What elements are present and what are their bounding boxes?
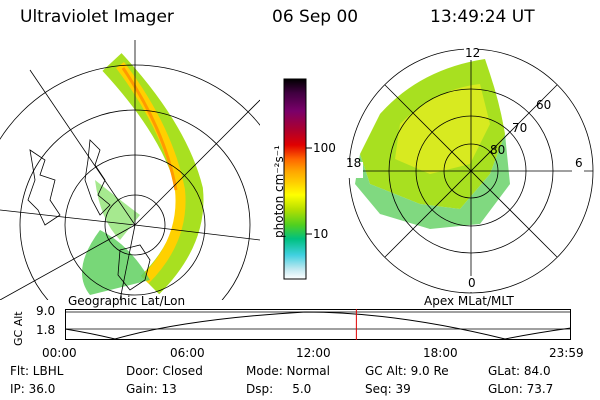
info-dsp: Dsp: 5.0 (246, 382, 312, 396)
info-ip: IP: 36.0 (10, 382, 56, 396)
aurora-patch-low (82, 230, 150, 295)
polar-map-panel (345, 46, 594, 294)
timeline-xtick-0600: 06:00 (170, 346, 205, 360)
auroral-oval-inner (395, 84, 490, 174)
left-panel-caption: Geographic Lat/Lon (68, 294, 186, 308)
mlt-label-12: 12 (465, 46, 481, 60)
mlt-label-18: 18 (346, 156, 362, 170)
orbit-altitude-curve (65, 311, 571, 340)
coastline-europe (117, 244, 151, 291)
info-filter: Flt: LBHL (10, 364, 64, 378)
info-glat: GLat: 84.0 (488, 364, 551, 378)
timeline-ytick-low: 1.8 (36, 323, 56, 337)
timeline-xtick-0000: 00:00 (42, 346, 77, 360)
mlat-label-70: 70 (512, 121, 528, 135)
orbit-timeline (65, 309, 571, 340)
info-door: Door: Closed (126, 364, 203, 378)
coastline-north-america (27, 149, 61, 226)
timeline-xtick-1200: 12:00 (296, 346, 331, 360)
colorbar-tick-100: 100 (313, 141, 336, 155)
info-gain: Gain: 13 (126, 382, 177, 396)
timeline-xtick-2359: 23:59 (549, 346, 584, 360)
info-glon: GLon: 73.7 (488, 382, 554, 396)
aurora-arc-core (121, 67, 178, 191)
colorbar-tick-10: 10 (313, 227, 329, 241)
colorbar-unit-label: photon cm⁻²s⁻¹ (272, 145, 286, 238)
mlt-label-6: 6 (575, 156, 583, 170)
date-label: 06 Sep 00 (272, 7, 359, 27)
mlat-label-80: 80 (490, 143, 506, 157)
timeline-ylabel: GC Alt (12, 311, 25, 346)
mlt-label-0: 0 (468, 276, 476, 290)
time-label: 13:49:24 UT (430, 7, 535, 27)
info-gc-alt: GC Alt: 9.0 Re (365, 364, 449, 378)
aurora-patch-mid (95, 180, 140, 240)
info-seq: Seq: 39 (365, 382, 411, 396)
instrument-title: Ultraviolet Imager (20, 7, 174, 27)
info-mode: Mode: Normal (246, 364, 330, 378)
colorbar (283, 78, 312, 280)
timeline-ytick-high: 9.0 (36, 304, 56, 318)
geographic-map-panel (0, 40, 260, 300)
right-panel-caption: Apex MLat/MLT (424, 294, 514, 308)
mlat-label-60: 60 (536, 98, 552, 112)
timeline-xtick-1800: 18:00 (423, 346, 458, 360)
coastline-greenland (84, 139, 111, 216)
